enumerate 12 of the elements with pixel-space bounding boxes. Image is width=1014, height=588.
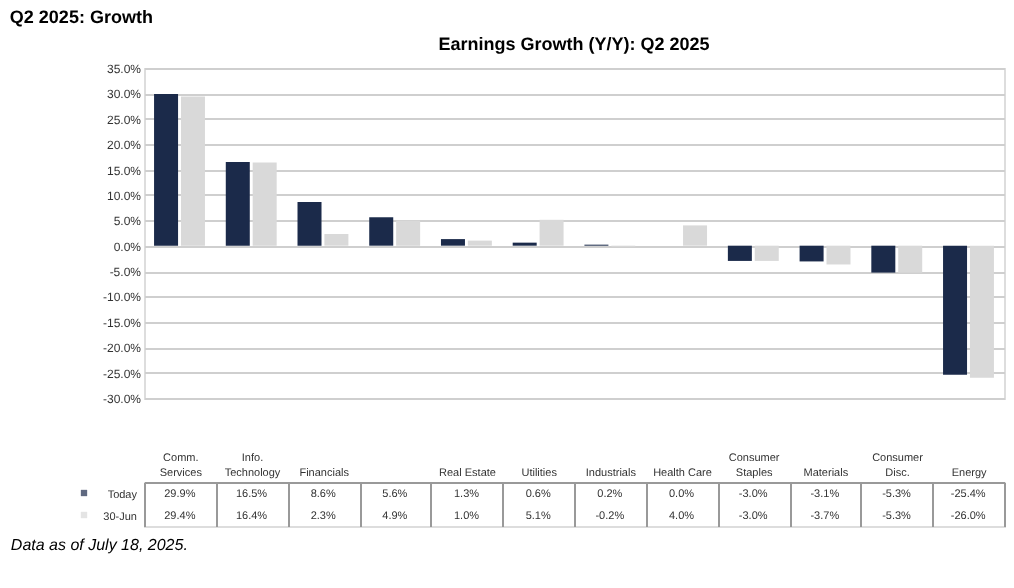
bar [154, 93, 179, 246]
bar [440, 239, 465, 246]
chart-subtitle: Earnings Growth (Y/Y): Q2 2025 [438, 34, 710, 54]
bar [225, 161, 250, 246]
bar [799, 245, 824, 262]
bar [871, 245, 896, 273]
bar [727, 245, 752, 261]
text: Data as of July 18, 2025. [10, 536, 188, 554]
chart-title: Q2 2025: Growth [9, 7, 153, 27]
bar [943, 245, 968, 375]
bar [297, 202, 322, 246]
bar [369, 217, 394, 246]
